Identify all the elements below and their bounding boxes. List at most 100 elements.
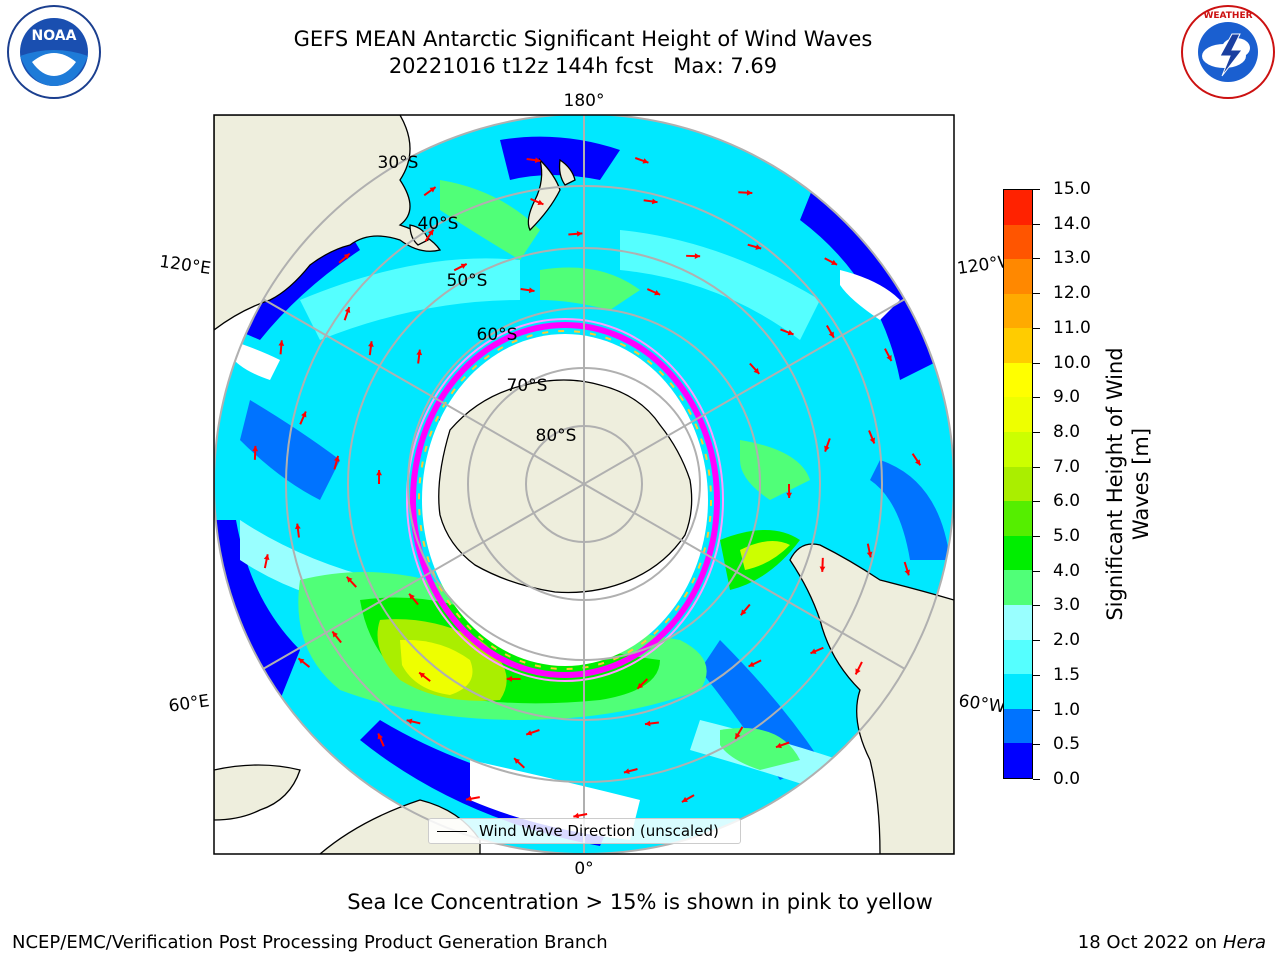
wave-direction-arrowhead (263, 554, 270, 561)
colorbar-tick-label: 7.0 (1053, 456, 1081, 477)
colorbar-tick-label: 4.0 (1053, 560, 1081, 581)
svg-text:NOAA: NOAA (32, 28, 77, 44)
wave-direction-arrowhead (904, 569, 911, 576)
wave-direction-arrowhead (866, 551, 873, 558)
wave-direction-arrowhead (644, 720, 651, 727)
colorbar-segment (1004, 605, 1032, 640)
colorbar-tick-mark (1033, 501, 1040, 503)
colorbar-tick-label: 15.0 (1053, 179, 1091, 199)
colorbar-segment (1004, 466, 1032, 502)
lon-label-60w: 60°W (957, 691, 1006, 717)
footer-date-text: 18 Oct 2022 on (1077, 932, 1218, 953)
colorbar-tick-mark (1033, 674, 1040, 676)
legend-line-swatch (437, 831, 467, 832)
colorbar-tick-label: 3.0 (1053, 595, 1081, 616)
colorbar-tick-label: 12.0 (1053, 283, 1091, 304)
wave-direction-arrowhead (753, 368, 760, 374)
colorbar-tick-mark (1033, 293, 1040, 295)
wave-direction-arrowhead (343, 253, 350, 260)
colorbar-tick-mark (1033, 189, 1040, 190)
colorbar-tick-mark (1033, 223, 1040, 225)
wave-direction-arrowhead (828, 331, 834, 338)
colorbar-segment (1004, 501, 1032, 536)
colorbar-ticks: 0.0 0.5 1.0 1.5 2.0 3.0 4.0 5.0 6.0 7.0 8.0 9.0 10.0… (1033, 179, 1113, 789)
wave-direction-arrowhead (528, 287, 535, 294)
wave-direction-arrowhead (786, 492, 792, 498)
wave-direction-arrowhead (746, 189, 753, 196)
wave-direction-arrowhead (642, 158, 649, 164)
wave-direction-arrowhead (368, 341, 374, 347)
wave-direction-arrowhead (428, 229, 434, 236)
colorbar-tick-mark (1033, 640, 1040, 642)
colorbar-segment (1004, 224, 1032, 260)
wave-direction-arrowhead (819, 566, 826, 572)
wave-direction-arrowhead (787, 329, 794, 336)
lon-label-180: 180° (564, 91, 605, 111)
colorbar-tick-label: 0.5 (1053, 734, 1081, 755)
lon-label-0: 0° (574, 859, 593, 879)
wave-direction-arrowhead (333, 455, 340, 462)
colorbar-tick-label: 13.0 (1053, 248, 1091, 269)
map-legend: Wind Wave Direction (unscaled) (428, 818, 741, 844)
svg-text:WEATHER: WEATHER (1203, 11, 1252, 21)
wave-direction-arrowhead (526, 730, 533, 736)
wind-wave-direction-arrows (252, 157, 922, 819)
footer-host: Hera (1222, 932, 1266, 953)
wave-direction-arrowhead (419, 672, 426, 679)
sea-ice-caption: Sea Ice Concentration > 15% is shown in … (347, 890, 933, 914)
colorbar-segment (1004, 708, 1032, 744)
sea-ice-edge (406, 318, 724, 682)
wave-direction-arrowhead (651, 198, 658, 205)
title-line-2: 20221016 t12z 144h fcst Max: 7.69 (388, 54, 778, 78)
colorbar-tick-label: 8.0 (1053, 421, 1081, 442)
wave-direction-arrowhead (755, 244, 762, 250)
colorbar-segment (1004, 189, 1032, 225)
noaa-logo: NOAA (7, 5, 101, 99)
wave-direction-arrowhead (514, 758, 520, 764)
wave-direction-arrowhead (654, 289, 661, 296)
wave-direction-arrowhead (775, 742, 782, 749)
colorbar-segment (1004, 259, 1032, 294)
colorbar-tick-label: 11.0 (1053, 317, 1091, 338)
lat-label-40s: 40°S (418, 214, 459, 234)
footer-credit: NCEP/EMC/Verification Post Processing Pr… (12, 932, 608, 953)
lat-label-50s: 50°S (447, 271, 488, 291)
wave-direction-arrowhead (915, 459, 921, 466)
wave-direction-arrowhead (406, 718, 413, 725)
title-line-1: GEFS MEAN Antarctic Significant Height o… (293, 27, 873, 51)
wave-direction-arrowhead (637, 683, 644, 689)
colorbar-tick-mark (1033, 570, 1040, 572)
colorbar-segment (1004, 293, 1032, 329)
lat-label-30s: 30°S (378, 153, 419, 173)
colorbar-segment (1004, 362, 1032, 398)
wave-direction-arrowhead (824, 445, 830, 452)
antarctica (438, 379, 693, 594)
footer-date: 18 Oct 2022 on Hera (1078, 932, 1266, 953)
wave-direction-arrowhead (466, 795, 472, 802)
colorbar-tick-mark (1033, 431, 1040, 433)
wave-direction-arrowhead (298, 658, 305, 664)
colorbar-segment (1004, 570, 1032, 606)
colorbar-label: Significant Height of Wind Waves [m] (1103, 347, 1153, 621)
lat-label-70s: 70°S (507, 376, 548, 396)
colorbar-tick-mark (1033, 362, 1040, 364)
wave-direction-arrowhead (295, 523, 301, 530)
wave-direction-arrowhead (831, 259, 838, 265)
colorbar-tick-mark (1033, 466, 1040, 468)
colorbar-tick-mark (1033, 779, 1040, 780)
wave-direction-arrowhead (416, 349, 423, 356)
colorbar-tick-label: 2.0 (1053, 630, 1081, 651)
wave-direction-arrowhead (534, 157, 541, 164)
wave-direction-arrowhead (740, 609, 747, 616)
wave-direction-arrowhead (301, 411, 307, 418)
wave-direction-arrowhead (573, 812, 580, 819)
colorbar-tick-label: 5.0 (1053, 526, 1081, 547)
wave-direction-arrowhead (855, 668, 861, 675)
wave-direction-arrowhead (623, 768, 630, 774)
wave-direction-arrowhead (576, 230, 583, 237)
colorbar-tick-label: 14.0 (1053, 213, 1091, 234)
colorbar (1003, 189, 1033, 779)
lat-label-60s: 60°S (477, 325, 518, 345)
wave-direction-arrowhead (869, 437, 876, 444)
